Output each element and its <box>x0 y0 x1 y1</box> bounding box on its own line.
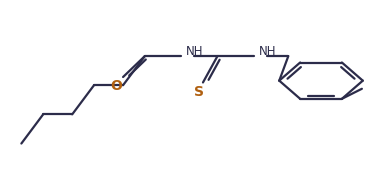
Text: NH: NH <box>259 45 277 58</box>
Text: S: S <box>194 85 204 99</box>
Text: NH: NH <box>186 45 203 58</box>
Text: O: O <box>111 79 123 93</box>
